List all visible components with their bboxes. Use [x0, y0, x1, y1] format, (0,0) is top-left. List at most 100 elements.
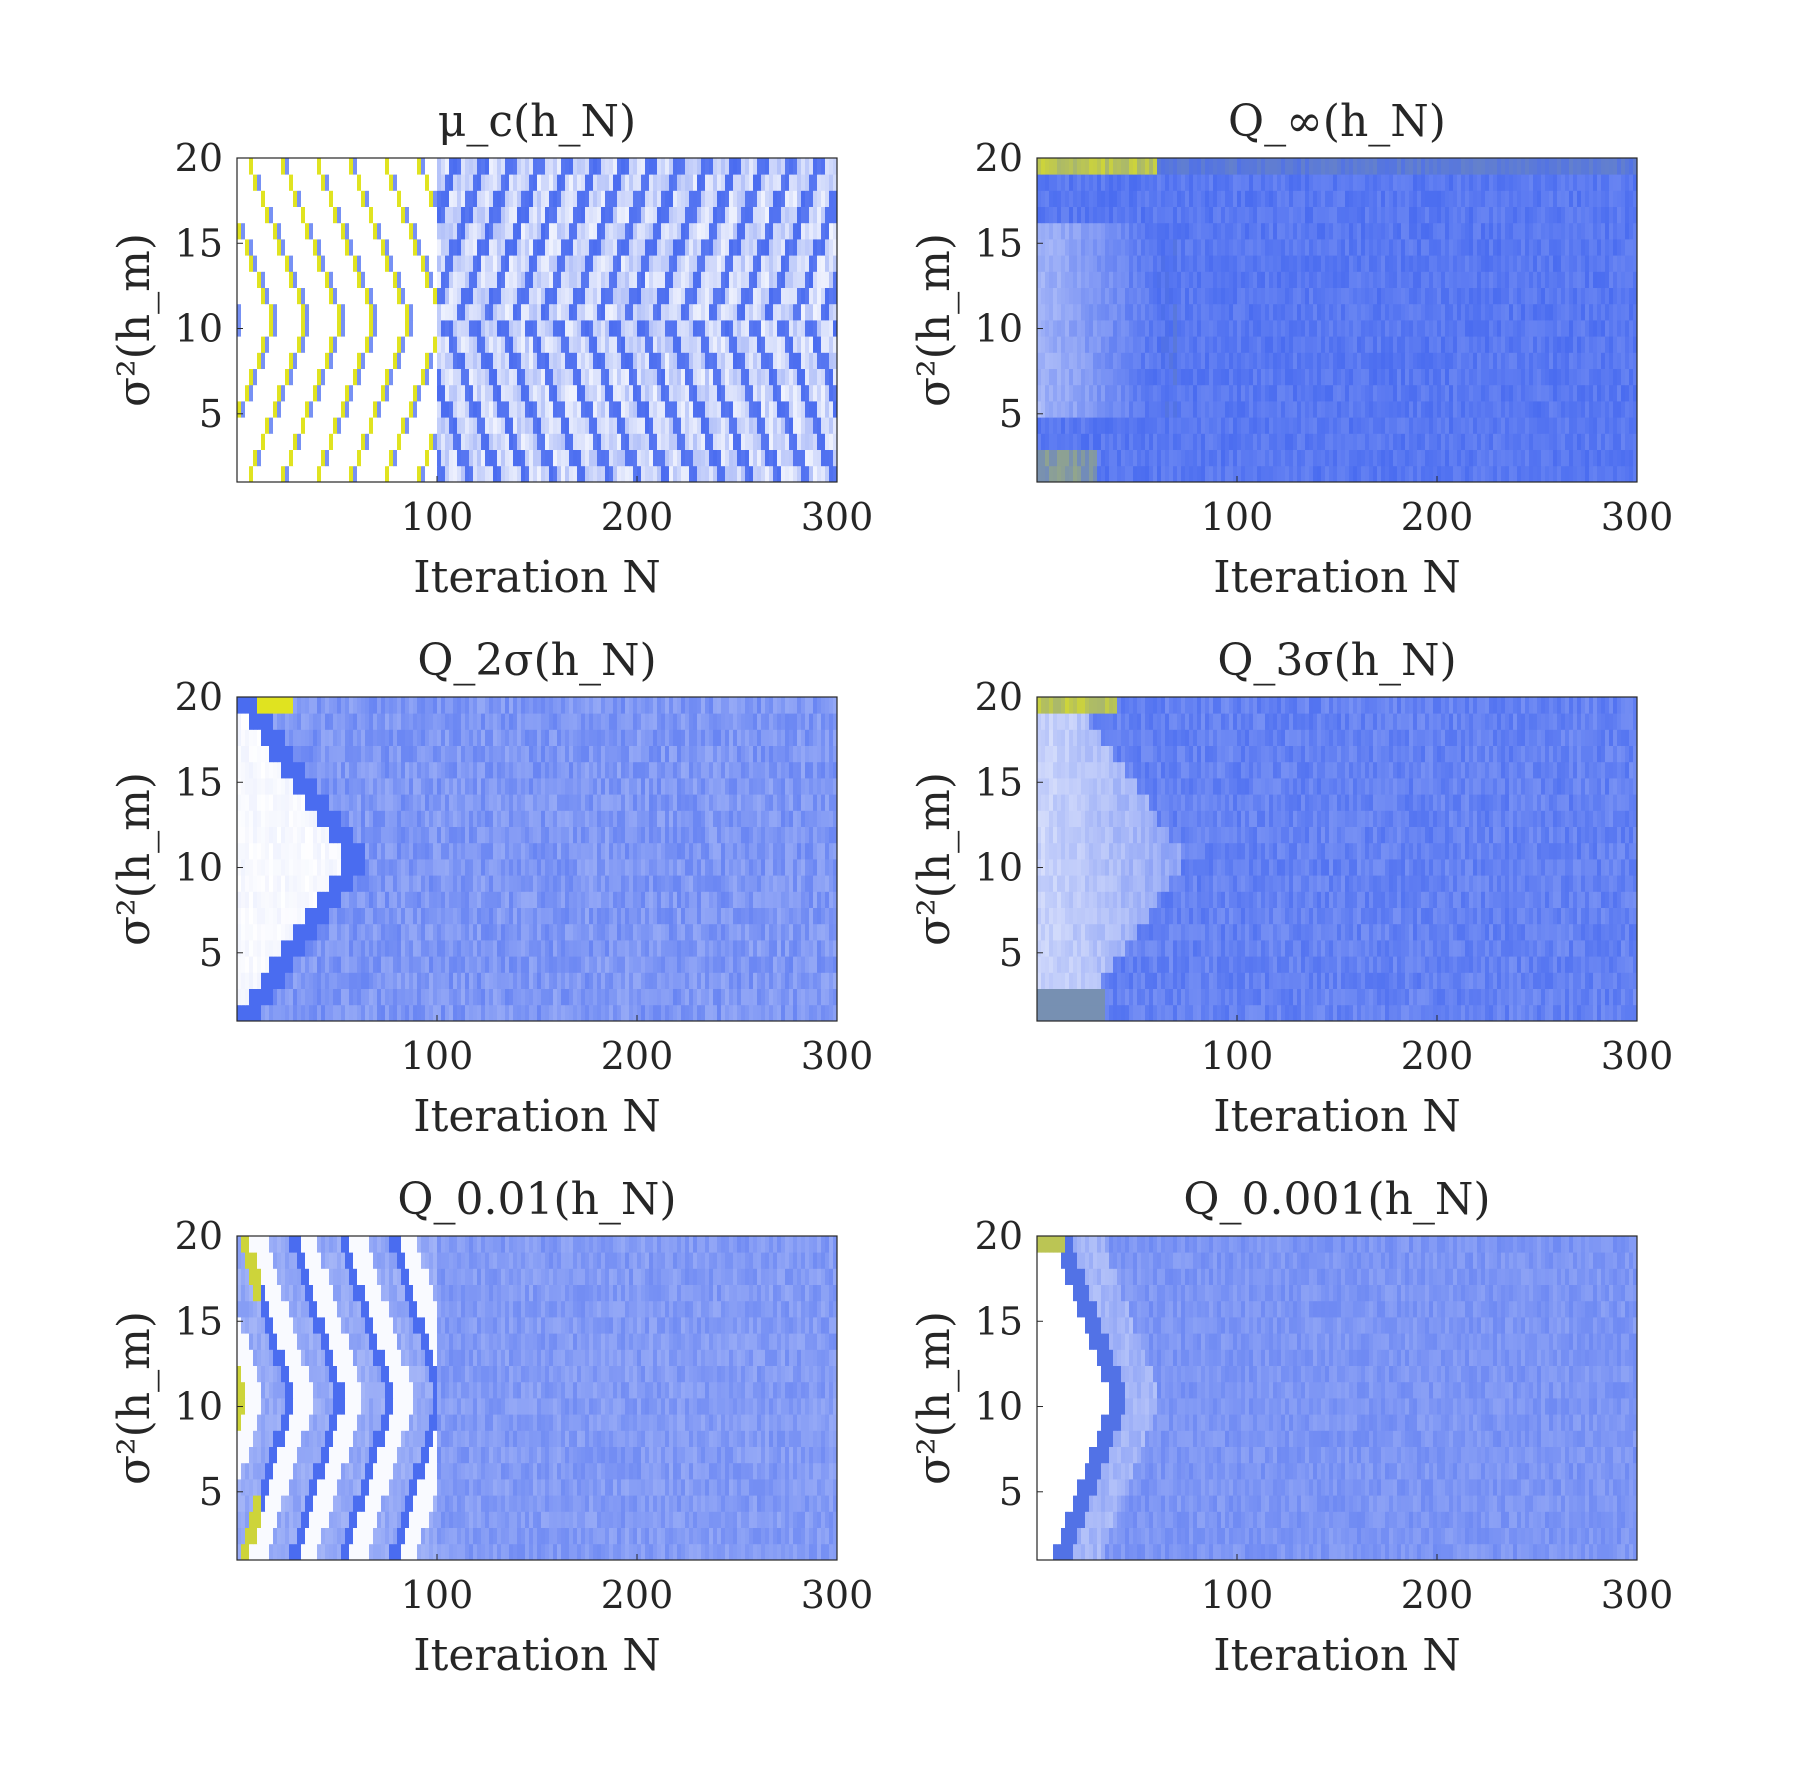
heatmap-cell — [433, 190, 438, 207]
heatmap-cell — [1069, 384, 1074, 402]
heatmap-cell — [1133, 417, 1138, 434]
heatmap-cell — [1413, 465, 1418, 483]
heatmap-cell — [765, 174, 770, 191]
heatmap-cell — [757, 465, 762, 483]
heatmap-cell — [609, 433, 614, 450]
heatmap-cell — [457, 222, 462, 240]
heatmap-cell — [1101, 401, 1106, 418]
heatmap-cell — [1333, 303, 1338, 321]
heatmap-cell — [417, 239, 422, 256]
heatmap-cell — [709, 158, 714, 175]
heatmap-cell — [1457, 352, 1462, 369]
heatmap-cell — [789, 271, 794, 288]
heatmap-cell — [757, 158, 762, 175]
heatmap-cell — [1517, 465, 1522, 483]
heatmap-cell — [829, 384, 834, 402]
heatmap-cell — [1057, 401, 1062, 418]
heatmap-cell — [1617, 433, 1622, 450]
heatmap-cell — [525, 368, 530, 386]
heatmap-cell — [1157, 384, 1162, 402]
heatmap-cell — [1301, 465, 1306, 483]
heatmap-cell — [681, 190, 686, 207]
heatmap-cell — [1321, 449, 1326, 467]
heatmap-cell — [761, 449, 766, 467]
heatmap-cell — [1621, 368, 1626, 386]
heatmap-cell — [253, 320, 258, 337]
heatmap-cell — [449, 174, 454, 191]
heatmap-cell — [481, 417, 486, 434]
heatmap-cell — [1265, 384, 1270, 402]
heatmap-cell — [1365, 271, 1370, 288]
heatmap-cell — [1577, 465, 1582, 483]
heatmap-cell — [1093, 352, 1098, 369]
heatmap-cell — [1085, 384, 1090, 402]
heatmap-cell — [245, 352, 250, 369]
heatmap-cell — [385, 449, 390, 467]
heatmap-cell — [565, 368, 570, 386]
heatmap-cell — [401, 190, 406, 207]
heatmap-cell — [381, 401, 386, 418]
heatmap-cell — [357, 433, 362, 450]
heatmap-cell — [541, 433, 546, 450]
heatmap-cell — [1069, 255, 1074, 272]
heatmap-cell — [1581, 336, 1586, 353]
heatmap-cell — [557, 174, 562, 191]
heatmap-cell — [457, 239, 462, 256]
heatmap-cell — [629, 449, 634, 467]
heatmap-cell — [1205, 368, 1210, 386]
heatmap-cell — [1185, 465, 1190, 483]
heatmap-cell — [1349, 336, 1354, 353]
heatmap-cell — [521, 417, 526, 434]
heatmap-cell — [1605, 320, 1610, 337]
heatmap-cell — [393, 320, 398, 337]
heatmap-cell — [361, 320, 366, 337]
heatmap-cell — [453, 303, 458, 321]
heatmap-cell — [801, 303, 806, 321]
heatmap-cell — [245, 190, 250, 207]
heatmap-cell — [361, 222, 366, 240]
heatmap-cell — [1621, 384, 1626, 402]
heatmap-cell — [1153, 352, 1158, 369]
heatmap-cell — [1501, 384, 1506, 402]
heatmap-cell — [1505, 352, 1510, 369]
heatmap-cell — [817, 190, 822, 207]
heatmap-cell — [313, 465, 318, 483]
heatmap-cell — [301, 190, 306, 207]
heatmap-cell — [325, 368, 330, 386]
heatmap-cell — [237, 352, 242, 369]
heatmap-cell — [1173, 384, 1178, 402]
heatmap-cell — [761, 384, 766, 402]
heatmap-cell — [745, 449, 750, 467]
heatmap-cell — [345, 401, 350, 418]
heatmap-cell — [533, 255, 538, 272]
heatmap-cell — [601, 384, 606, 402]
heatmap-cell — [565, 158, 570, 175]
heatmap-cell — [1585, 352, 1590, 369]
heatmap-cell — [725, 336, 730, 353]
heatmap-cell — [317, 433, 322, 450]
heatmap-cell — [429, 255, 434, 272]
heatmap-cell — [1317, 401, 1322, 418]
heatmap-cell — [1597, 287, 1602, 305]
heatmap-cell — [677, 255, 682, 272]
heatmap-cell — [573, 401, 578, 418]
heatmap-cell — [1273, 384, 1278, 402]
heatmap-cell — [1393, 384, 1398, 402]
heatmap-cell — [1593, 271, 1598, 288]
heatmap-cell — [421, 174, 426, 191]
heatmap-cell — [1613, 449, 1618, 467]
heatmap-cell — [1069, 352, 1074, 369]
heatmap-cell — [1609, 449, 1614, 467]
heatmap-cell — [1273, 417, 1278, 434]
heatmap-cell — [1261, 336, 1266, 353]
heatmap-cell — [261, 433, 266, 450]
heatmap-cell — [641, 222, 646, 240]
heatmap-cell — [1493, 401, 1498, 418]
heatmap-cell — [417, 336, 422, 353]
heatmap-cell — [1405, 287, 1410, 305]
heatmap-cell — [1265, 449, 1270, 467]
heatmap-cell — [1261, 352, 1266, 369]
heatmap-cell — [393, 287, 398, 305]
heatmap-cell — [1437, 336, 1442, 353]
heatmap-cell — [341, 449, 346, 467]
